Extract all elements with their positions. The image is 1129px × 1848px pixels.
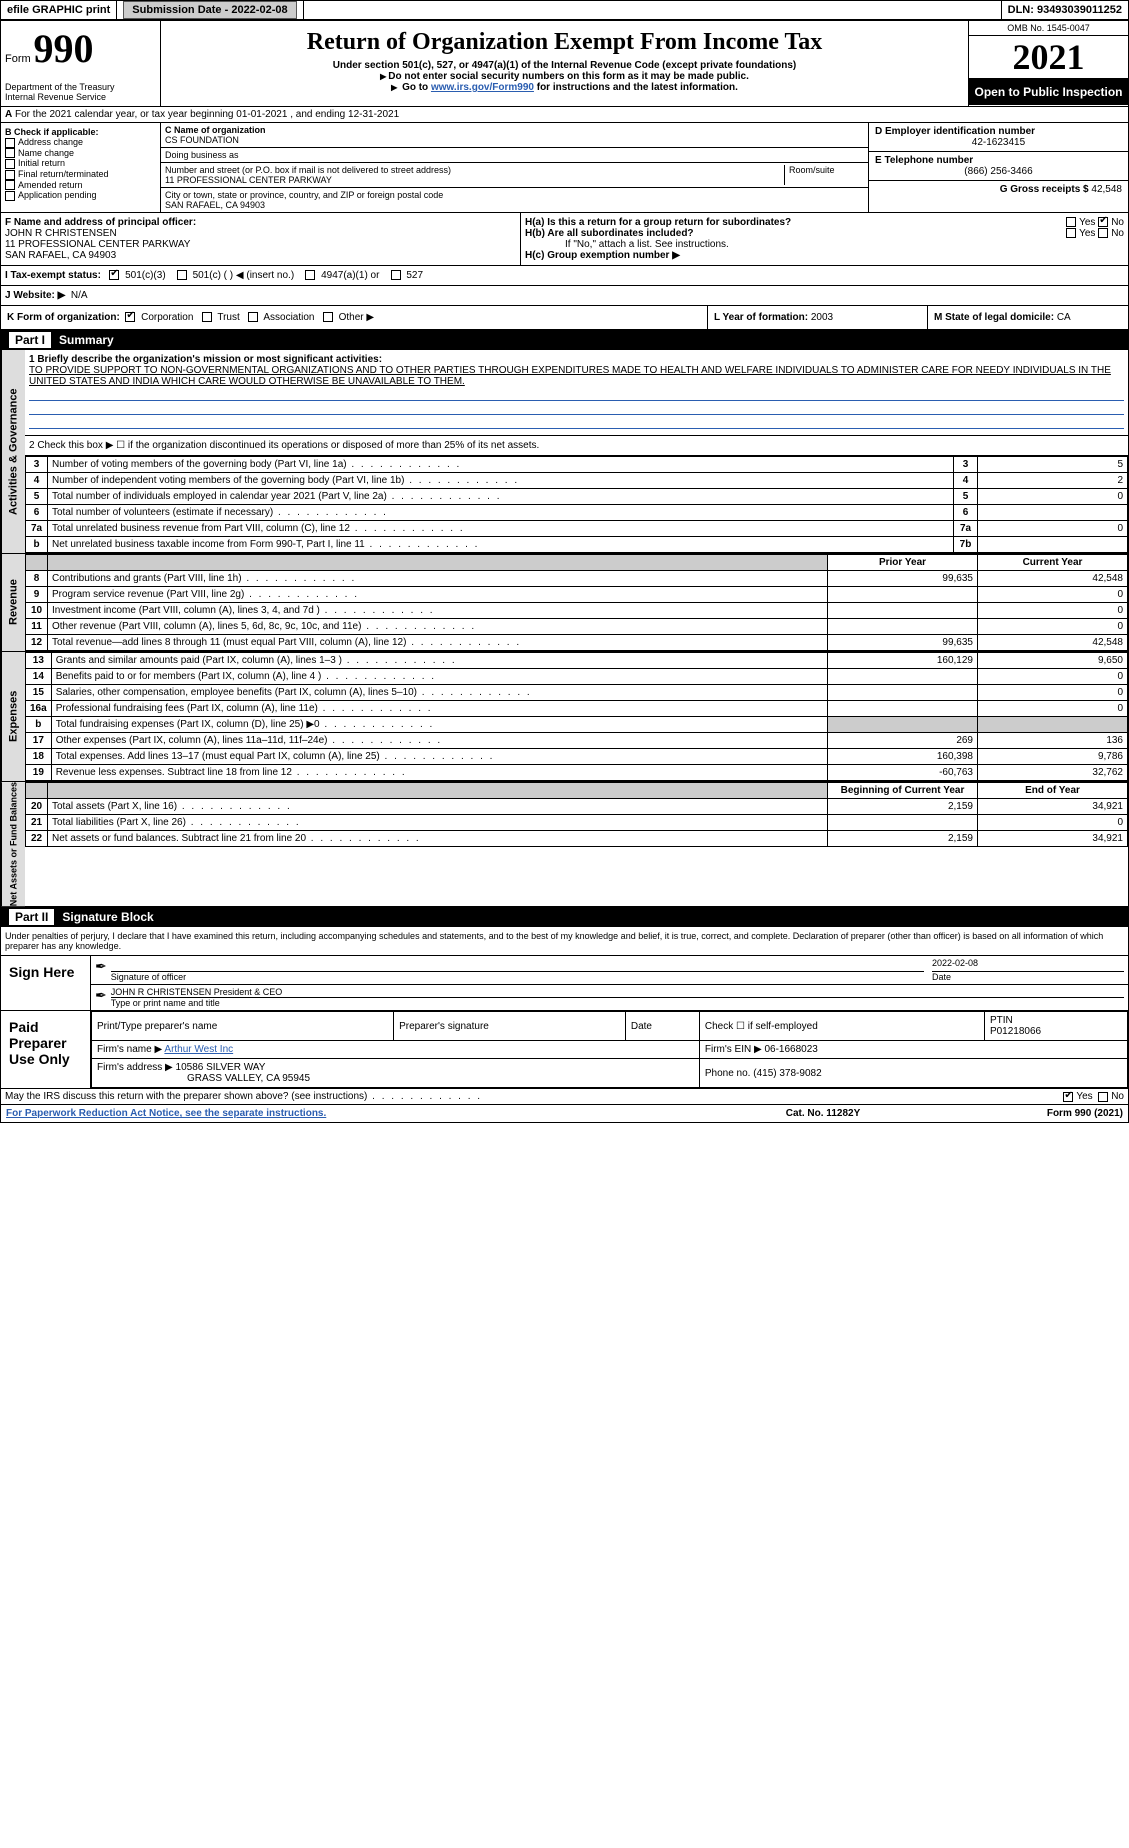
revenue-table: Prior YearCurrent Year8Contributions and…	[25, 554, 1128, 651]
side-revenue: Revenue	[1, 554, 25, 651]
section-k: K Form of organization: Corporation Trus…	[1, 306, 708, 329]
penalty-text: Under penalties of perjury, I declare th…	[0, 927, 1129, 956]
form-word: Form	[5, 53, 31, 65]
section-m: M State of legal domicile: CA	[928, 306, 1128, 329]
part1-header: Part ISummary	[0, 330, 1129, 350]
side-expenses: Expenses	[1, 652, 25, 781]
expenses-table: 13Grants and similar amounts paid (Part …	[25, 652, 1128, 781]
activities-governance-block: Activities & Governance 1 Briefly descri…	[0, 350, 1129, 554]
line-a: A For the 2021 calendar year, or tax yea…	[0, 107, 1129, 123]
irs-link[interactable]: www.irs.gov/Form990	[431, 82, 534, 93]
paid-preparer-table: Print/Type preparer's name Preparer's si…	[91, 1011, 1128, 1088]
netassets-table: Beginning of Current YearEnd of Year20To…	[25, 782, 1128, 847]
paid-preparer-label: Paid Preparer Use Only	[1, 1011, 91, 1088]
section-klm: K Form of organization: Corporation Trus…	[0, 306, 1129, 330]
omb-number: OMB No. 1545-0047	[969, 21, 1128, 36]
section-j: J Website: ▶ N/A	[0, 286, 1129, 306]
top-bar: efile GRAPHIC print Submission Date - 20…	[0, 0, 1129, 20]
form-title: Return of Organization Exempt From Incom…	[165, 29, 964, 56]
page-footer: For Paperwork Reduction Act Notice, see …	[0, 1105, 1129, 1123]
note-link: Go to www.irs.gov/Form990 for instructio…	[165, 82, 964, 93]
paperwork-link[interactable]: For Paperwork Reduction Act Notice, see …	[6, 1108, 326, 1119]
pen-arrow-icon: ✒	[95, 958, 107, 982]
form-header: Form 990 Department of the Treasury Inte…	[0, 20, 1129, 107]
form-subtitle: Under section 501(c), 527, or 4947(a)(1)…	[165, 60, 964, 71]
tax-year: 2021	[969, 36, 1128, 79]
section-h: H(a) Is this a return for a group return…	[521, 213, 1128, 265]
section-bcdeg: B Check if applicable: Address change Na…	[0, 123, 1129, 213]
mission-section: 1 Briefly describe the organization's mi…	[25, 350, 1128, 436]
dept-label: Department of the Treasury Internal Reve…	[5, 82, 156, 102]
expenses-block: Expenses 13Grants and similar amounts pa…	[0, 652, 1129, 782]
discuss-question: May the IRS discuss this return with the…	[0, 1089, 1129, 1105]
revenue-block: Revenue Prior YearCurrent Year8Contribut…	[0, 554, 1129, 652]
note-ssn: Do not enter social security numbers on …	[165, 71, 964, 82]
open-inspection: Open to Public Inspection	[969, 79, 1128, 105]
section-i: I Tax-exempt status: 501(c)(3) 501(c) ( …	[0, 266, 1129, 286]
section-l: L Year of formation: 2003	[708, 306, 928, 329]
section-c: C Name of organizationCS FOUNDATION Doin…	[161, 123, 868, 212]
efile-label: efile GRAPHIC print	[1, 1, 117, 19]
pen-arrow-icon: ✒	[95, 987, 107, 1008]
firm-name-link[interactable]: Arthur West Inc	[164, 1044, 233, 1055]
submission-date-button[interactable]: Submission Date - 2022-02-08	[123, 1, 296, 19]
q2-checkbox: 2 Check this box ▶ ☐ if the organization…	[25, 436, 1128, 456]
dln-cell: DLN: 93493039011252	[1001, 1, 1128, 19]
section-f: F Name and address of principal officer:…	[1, 213, 521, 265]
side-netassets: Net Assets or Fund Balances	[1, 782, 25, 906]
netassets-block: Net Assets or Fund Balances Beginning of…	[0, 782, 1129, 907]
submission-cell: Submission Date - 2022-02-08	[117, 1, 303, 19]
form-number: 990	[33, 26, 93, 71]
paid-preparer-block: Paid Preparer Use Only Print/Type prepar…	[0, 1011, 1129, 1089]
section-deg: D Employer identification number42-16234…	[868, 123, 1128, 212]
side-activities: Activities & Governance	[1, 350, 25, 553]
activities-table: 3Number of voting members of the governi…	[25, 456, 1128, 553]
part2-header: Part IISignature Block	[0, 907, 1129, 927]
section-fh: F Name and address of principal officer:…	[0, 213, 1129, 266]
section-b: B Check if applicable: Address change Na…	[1, 123, 161, 212]
sign-here-label: Sign Here	[1, 956, 91, 1010]
sign-here-block: Sign Here ✒ Signature of officer 2022-02…	[0, 956, 1129, 1011]
